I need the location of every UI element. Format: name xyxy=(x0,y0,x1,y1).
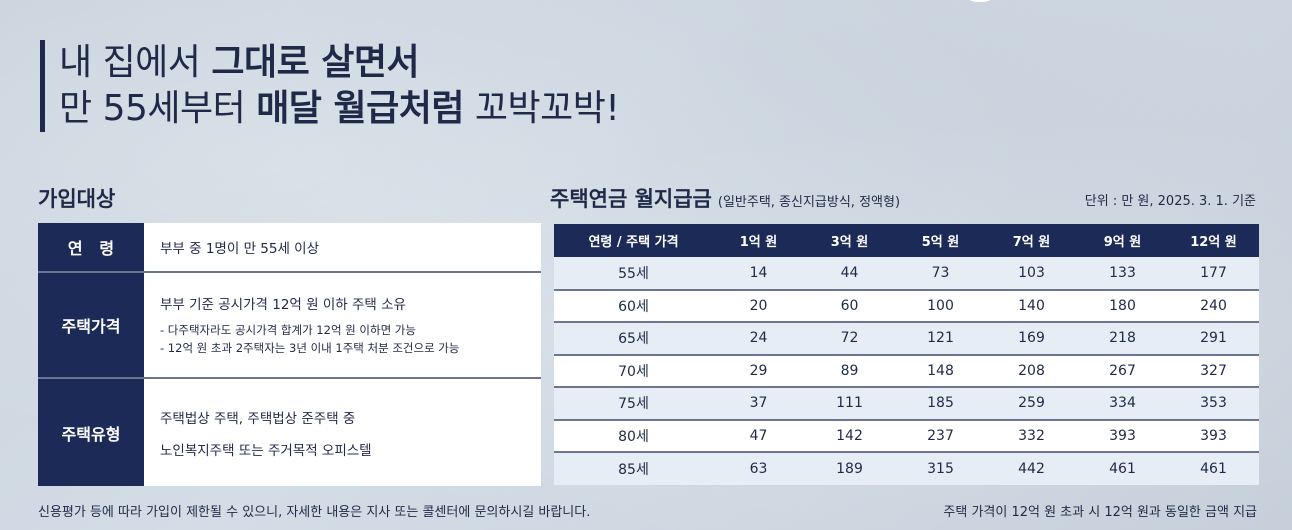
age-cell: 60세 xyxy=(554,289,713,323)
amount-cell: 189 xyxy=(804,452,895,485)
pension-header-row: 연령 / 주택 가격 1억 원 3억 원 5억 원 7억 원 9억 원 12억 원 xyxy=(554,224,1259,257)
decorative-arc xyxy=(963,0,997,2)
table-row: 75세 37 111 185 259 334 353 xyxy=(554,387,1259,421)
amount-cell: 240 xyxy=(1168,289,1259,323)
row-note: - 12억 원 초과 2주택자는 3년 이내 1주택 처분 조건으로 가능 xyxy=(160,341,460,355)
amount-cell: 332 xyxy=(986,419,1077,453)
amount-cell: 133 xyxy=(1077,257,1168,291)
table-row: 65세 24 72 121 169 218 291 xyxy=(554,322,1259,356)
amount-cell: 393 xyxy=(1077,419,1168,453)
table-row: 85세 63 189 315 442 461 461 xyxy=(554,452,1259,485)
amount-cell: 208 xyxy=(986,354,1077,388)
amount-cell: 111 xyxy=(804,387,895,421)
row-main-text: 부부 중 1명이 만 55세 이상 xyxy=(160,241,320,257)
headline-line-1: 내 집에서 그대로 살면서 xyxy=(59,40,619,86)
unit-note: 단위 : 만 원, 2025. 3. 1. 기준 xyxy=(1084,194,1256,209)
amount-cell: 37 xyxy=(713,387,804,421)
amount-cell: 140 xyxy=(986,289,1077,323)
amount-cell: 44 xyxy=(804,257,895,291)
amount-cell: 461 xyxy=(1077,452,1168,485)
eligibility-table: 연 령 부부 중 1명이 만 55세 이상 주택가격 부부 기준 공시가격 12… xyxy=(38,223,541,486)
headline: 내 집에서 그대로 살면서 만 55세부터 매달 월급처럼 꼬박꼬박! xyxy=(40,40,620,132)
column-header: 3억 원 xyxy=(804,224,895,257)
pension-title-text: 주택연금 월지급금 xyxy=(550,187,712,211)
pension-subtitle: (일반주택, 종신지급방식, 정액형) xyxy=(717,195,901,210)
eligibility-row-type: 주택유형 주택법상 주택, 주택법상 준주택 중 노인복지주택 또는 주거목적 … xyxy=(38,379,541,486)
amount-cell: 72 xyxy=(804,322,895,356)
table-row: 60세 20 60 100 140 180 240 xyxy=(554,289,1259,323)
headline-text: 내 집에서 xyxy=(59,42,212,83)
age-cell: 75세 xyxy=(554,387,713,421)
amount-cell: 121 xyxy=(895,322,986,356)
row-header: 연 령 xyxy=(38,223,144,271)
footer-disclaimer: 신용평가 등에 따라 가입이 제한될 수 있으니, 자세한 내용은 지사 또는 … xyxy=(38,505,591,520)
age-cell: 85세 xyxy=(554,452,713,485)
age-cell: 70세 xyxy=(554,354,713,388)
footer-cap-note: 주택 가격이 12억 원 초과 시 12억 원과 동일한 금액 지급 xyxy=(943,505,1257,520)
row-header: 주택가격 xyxy=(38,273,144,377)
row-content: 주택법상 주택, 주택법상 준주택 중 노인복지주택 또는 주거목적 오피스텔 xyxy=(144,379,541,486)
pension-title: 주택연금 월지급금 (일반주택, 종신지급방식, 정액형) xyxy=(550,183,900,213)
amount-cell: 100 xyxy=(895,289,986,323)
amount-cell: 14 xyxy=(713,257,804,291)
amount-cell: 63 xyxy=(713,452,804,485)
column-header: 12억 원 xyxy=(1168,224,1259,257)
amount-cell: 24 xyxy=(713,322,804,356)
amount-cell: 142 xyxy=(804,419,895,453)
eligibility-row-price: 주택가격 부부 기준 공시가격 12억 원 이하 주택 소유 - 다주택자라도 … xyxy=(38,273,541,379)
pension-body: 55세 14 44 73 103 133 177 60세 20 60 100 140 180 240 65세… xyxy=(554,257,1259,485)
row-main-text: 노인복지주택 또는 주거목적 오피스텔 xyxy=(160,442,372,459)
amount-cell: 20 xyxy=(713,289,804,323)
row-main-text: 부부 기준 공시가격 12억 원 이하 주택 소유 xyxy=(160,297,406,313)
amount-cell: 267 xyxy=(1077,354,1168,388)
headline-text: 꼬박꼬박! xyxy=(463,88,620,129)
table-row: 55세 14 44 73 103 133 177 xyxy=(554,257,1259,291)
amount-cell: 60 xyxy=(804,289,895,323)
column-header: 9억 원 xyxy=(1077,224,1168,257)
row-main-text: 주택법상 주택, 주택법상 준주택 중 xyxy=(160,410,356,427)
amount-cell: 103 xyxy=(986,257,1077,291)
headline-text: 만 55세부터 xyxy=(59,88,257,129)
amount-cell: 169 xyxy=(986,322,1077,356)
column-header: 5억 원 xyxy=(895,224,986,257)
headline-emphasis: 그대로 살면서 xyxy=(211,42,420,83)
amount-cell: 180 xyxy=(1077,289,1168,323)
amount-cell: 259 xyxy=(986,387,1077,421)
amount-cell: 291 xyxy=(1168,322,1259,356)
amount-cell: 148 xyxy=(895,354,986,388)
amount-cell: 461 xyxy=(1168,452,1259,485)
amount-cell: 185 xyxy=(895,387,986,421)
pension-table: 연령 / 주택 가격 1억 원 3억 원 5억 원 7억 원 9억 원 12억 원 55세 1… xyxy=(554,224,1259,485)
row-content: 부부 기준 공시가격 12억 원 이하 주택 소유 - 다주택자라도 공시가격 … xyxy=(144,273,541,377)
amount-cell: 334 xyxy=(1077,387,1168,421)
row-content: 부부 중 1명이 만 55세 이상 xyxy=(144,223,541,271)
column-header: 연령 / 주택 가격 xyxy=(554,224,713,257)
amount-cell: 237 xyxy=(895,419,986,453)
table-row: 80세 47 142 237 332 393 393 xyxy=(554,419,1259,453)
headline-line-2: 만 55세부터 매달 월급처럼 꼬박꼬박! xyxy=(59,86,620,132)
amount-cell: 327 xyxy=(1168,354,1259,388)
amount-cell: 47 xyxy=(713,419,804,453)
column-header: 7억 원 xyxy=(986,224,1077,257)
amount-cell: 218 xyxy=(1077,322,1168,356)
age-cell: 80세 xyxy=(554,419,713,453)
amount-cell: 393 xyxy=(1168,419,1259,453)
amount-cell: 442 xyxy=(986,452,1077,485)
eligibility-row-age: 연 령 부부 중 1명이 만 55세 이상 xyxy=(38,223,541,273)
amount-cell: 177 xyxy=(1168,257,1259,291)
amount-cell: 29 xyxy=(713,354,804,388)
amount-cell: 73 xyxy=(895,257,986,291)
amount-cell: 89 xyxy=(804,354,895,388)
eligibility-title: 가입대상 xyxy=(38,187,116,211)
column-header: 1억 원 xyxy=(713,224,804,257)
age-cell: 65세 xyxy=(554,322,713,356)
age-cell: 55세 xyxy=(554,257,713,291)
headline-emphasis: 매달 월급처럼 xyxy=(256,88,464,129)
row-note: - 다주택자라도 공시가격 합계가 12억 원 이하면 가능 xyxy=(160,323,416,337)
table-row: 70세 29 89 148 208 267 327 xyxy=(554,354,1259,388)
row-header: 주택유형 xyxy=(38,379,144,486)
amount-cell: 353 xyxy=(1168,387,1259,421)
amount-cell: 315 xyxy=(895,452,986,485)
